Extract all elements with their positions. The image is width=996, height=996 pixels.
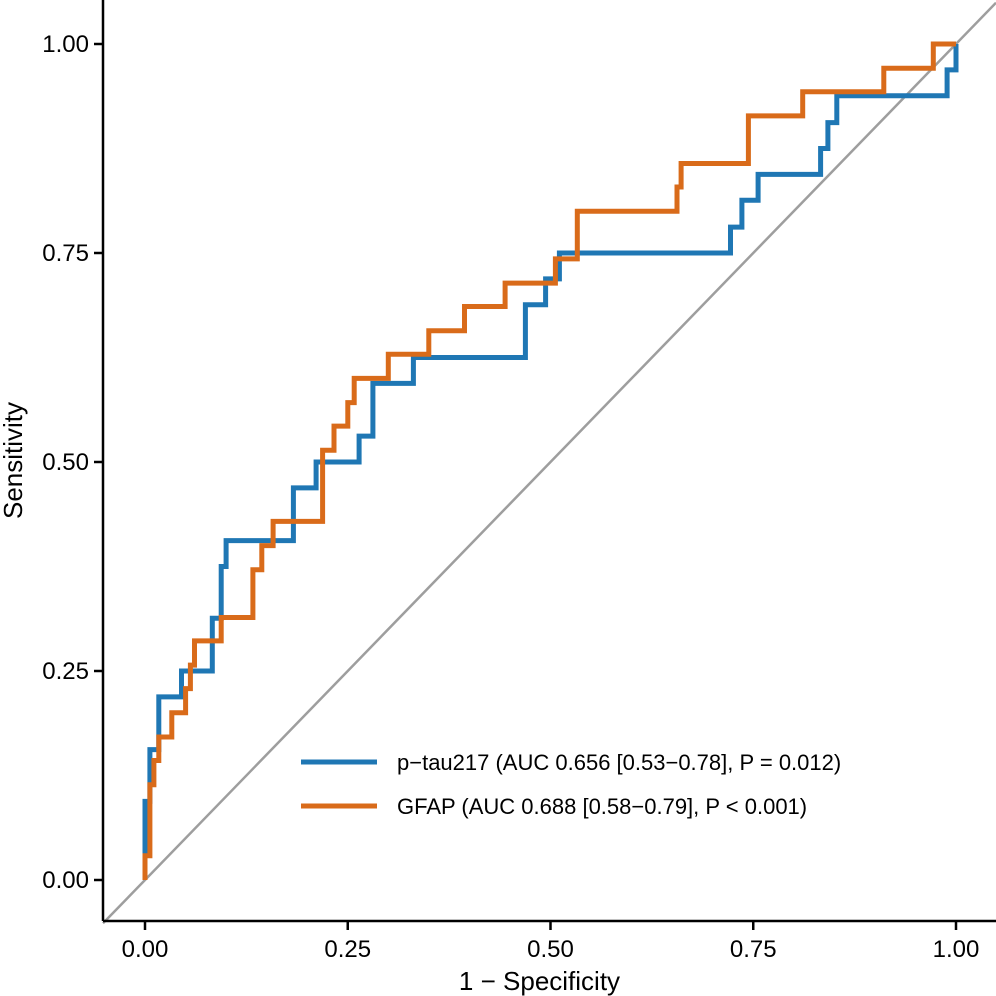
y-tick-label: 0.25 — [42, 658, 89, 685]
legend-label-1: p−tau217 (AUC 0.656 [0.53−0.78], P = 0.0… — [397, 750, 841, 775]
x-tick-label: 0.00 — [122, 936, 169, 963]
y-axis-title: Sensitivity — [0, 402, 28, 519]
y-axis-ticks: 0.00 0.25 0.50 0.75 1.00 — [42, 31, 103, 894]
reference-diagonal-line — [102, 1, 996, 925]
series-group — [142, 41, 959, 880]
legend: p−tau217 (AUC 0.656 [0.53−0.78], P = 0.0… — [301, 750, 841, 819]
y-tick-label: 0.50 — [42, 449, 89, 476]
y-tick-label: 0.75 — [42, 240, 89, 267]
y-tick-label: 0.00 — [42, 867, 89, 894]
x-tick-label: 1.00 — [933, 936, 980, 963]
x-axis-title: 1 − Specificity — [459, 966, 620, 996]
x-tick-label: 0.75 — [730, 936, 777, 963]
series-line-2 — [142, 41, 956, 880]
plot-area — [102, 1, 996, 925]
y-tick-label: 1.00 — [42, 31, 89, 58]
series-line-1 — [142, 44, 959, 880]
x-tick-label: 0.50 — [527, 936, 574, 963]
x-tick-label: 0.25 — [324, 936, 371, 963]
x-axis-ticks: 0.00 0.25 0.50 0.75 1.00 — [122, 921, 980, 963]
legend-label-2: GFAP (AUC 0.688 [0.58−0.79], P < 0.001) — [397, 794, 807, 819]
